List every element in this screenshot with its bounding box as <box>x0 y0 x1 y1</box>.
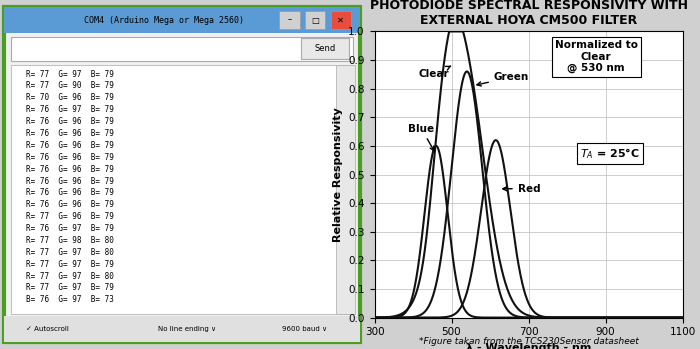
Text: R= 76  G= 97  B= 79: R= 76 G= 97 B= 79 <box>26 224 113 233</box>
FancyBboxPatch shape <box>11 65 349 314</box>
Text: R= 77  G= 97  B= 80: R= 77 G= 97 B= 80 <box>26 272 113 281</box>
Text: Green: Green <box>477 72 529 86</box>
FancyBboxPatch shape <box>330 11 351 29</box>
Text: No line ending ∨: No line ending ∨ <box>158 326 216 332</box>
Text: R= 76  G= 96  B= 79: R= 76 G= 96 B= 79 <box>26 200 113 209</box>
FancyBboxPatch shape <box>4 316 360 342</box>
Text: ✓ Autoscroll: ✓ Autoscroll <box>26 326 69 332</box>
FancyBboxPatch shape <box>11 37 353 61</box>
Text: R= 76  G= 96  B= 79: R= 76 G= 96 B= 79 <box>26 153 113 162</box>
Title: PHOTODIODE SPECTRAL RESPONSIVITY WITH
EXTERNAL HOYA CM500 FILTER: PHOTODIODE SPECTRAL RESPONSIVITY WITH EX… <box>370 0 687 28</box>
Text: Blue: Blue <box>408 124 435 151</box>
Text: R= 76  G= 96  B= 79: R= 76 G= 96 B= 79 <box>26 165 113 174</box>
Text: R= 76  G= 97  B= 79: R= 76 G= 97 B= 79 <box>26 105 113 114</box>
Text: Normalized to
Clear
@ 530 nm: Normalized to Clear @ 530 nm <box>555 40 638 73</box>
FancyBboxPatch shape <box>279 11 300 29</box>
Text: –: – <box>287 16 291 24</box>
Text: R= 70  G= 96  B= 79: R= 70 G= 96 B= 79 <box>26 93 113 102</box>
Text: R= 76  G= 96  B= 79: R= 76 G= 96 B= 79 <box>26 117 113 126</box>
Text: R= 77  G= 97  B= 79: R= 77 G= 97 B= 79 <box>26 69 113 79</box>
Text: R= 77  G= 98  B= 80: R= 77 G= 98 B= 80 <box>26 236 113 245</box>
Text: R= 76  G= 96  B= 79: R= 76 G= 96 B= 79 <box>26 177 113 186</box>
FancyBboxPatch shape <box>336 65 355 314</box>
Text: Red: Red <box>503 184 540 194</box>
Text: *Figure takan from the TCS230Sensor datasheet: *Figure takan from the TCS230Sensor data… <box>419 337 638 346</box>
FancyBboxPatch shape <box>305 11 326 29</box>
Text: ✕: ✕ <box>337 16 344 24</box>
Text: R= 76  G= 96  B= 79: R= 76 G= 96 B= 79 <box>26 141 113 150</box>
Text: R= 77  G= 96  B= 79: R= 77 G= 96 B= 79 <box>26 212 113 221</box>
FancyBboxPatch shape <box>4 7 360 33</box>
Text: R= 77  G= 97  B= 79: R= 77 G= 97 B= 79 <box>26 283 113 292</box>
Text: R= 76  G= 96  B= 79: R= 76 G= 96 B= 79 <box>26 188 113 198</box>
Text: COM4 (Arduino Mega or Mega 2560): COM4 (Arduino Mega or Mega 2560) <box>84 16 244 24</box>
Text: R= 77  G= 90  B= 79: R= 77 G= 90 B= 79 <box>26 81 113 90</box>
Text: R= 76  G= 96  B= 79: R= 76 G= 96 B= 79 <box>26 129 113 138</box>
X-axis label: λ - Wavelength - nm: λ - Wavelength - nm <box>466 343 592 349</box>
Text: Clear: Clear <box>419 66 451 79</box>
FancyBboxPatch shape <box>301 38 349 59</box>
Text: □: □ <box>311 16 319 24</box>
Text: 9600 baud ∨: 9600 baud ∨ <box>283 326 328 332</box>
Text: B= 76  G= 97  B= 73: B= 76 G= 97 B= 73 <box>26 295 113 304</box>
Text: R= 77  G= 97  B= 80: R= 77 G= 97 B= 80 <box>26 248 113 257</box>
Text: Send: Send <box>314 44 336 53</box>
Y-axis label: Relative Responsivity: Relative Responsivity <box>332 107 343 242</box>
Text: $T_A$ = 25°C: $T_A$ = 25°C <box>580 146 640 161</box>
Text: R= 77  G= 97  B= 79: R= 77 G= 97 B= 79 <box>26 260 113 269</box>
FancyBboxPatch shape <box>4 7 360 342</box>
